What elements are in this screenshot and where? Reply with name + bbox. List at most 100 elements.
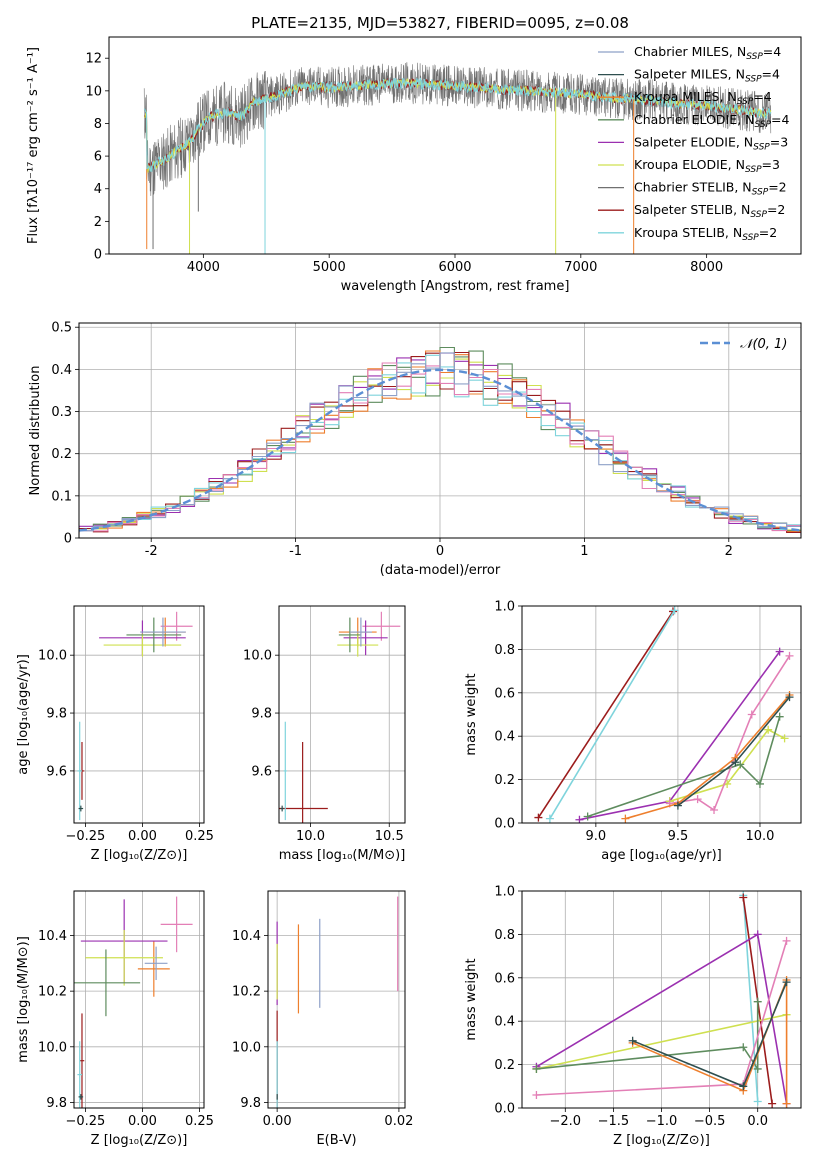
y-tick-label: 1.0 bbox=[494, 885, 515, 900]
observed-spectrum-line bbox=[143, 62, 772, 196]
legend-label: Chabrier ELODIE, N bbox=[634, 112, 754, 127]
x-tick-label: 8000 bbox=[690, 260, 723, 275]
legend-label: Kroupa STELIB, N bbox=[634, 225, 742, 240]
x-tick-label: 1 bbox=[580, 544, 588, 559]
weight-series-line bbox=[587, 716, 781, 818]
weight-plot-area bbox=[532, 891, 791, 1108]
y-tick-label: 9.8 bbox=[46, 1096, 67, 1111]
y-tick-label: 10.4 bbox=[232, 929, 261, 944]
x-tick-label: 9.0 bbox=[586, 829, 607, 844]
y-tick-label: 0.2 bbox=[494, 773, 515, 788]
errorbar-plot-area bbox=[77, 611, 193, 821]
errorbar-plot-area bbox=[279, 611, 401, 823]
x-tick-label: −0.25 bbox=[65, 1114, 105, 1129]
weight-point-marker bbox=[747, 710, 756, 719]
legend-label: Salpeter MILES, N bbox=[634, 67, 745, 82]
y-axis-label: Normed distribution bbox=[28, 366, 43, 496]
y-axis-label: mass [log₁₀(M/M⊙)] bbox=[16, 936, 31, 1063]
weight-point-marker bbox=[753, 997, 762, 1006]
x-axis-label: E(B-V) bbox=[316, 1133, 356, 1148]
legend-entry: 𝒩(0, 1) bbox=[740, 337, 787, 352]
errorbar-point bbox=[79, 1013, 85, 1108]
y-tick-label: 4 bbox=[94, 182, 102, 197]
x-axis-label: Z [log₁₀(Z/Z⊙)] bbox=[91, 848, 188, 863]
weight-point-marker bbox=[673, 801, 682, 810]
weight-point-marker bbox=[753, 1097, 762, 1106]
legend-entry: Kroupa ELODIE, NSSP=3 bbox=[634, 157, 780, 175]
legend-subscript: SSP bbox=[737, 97, 754, 107]
errorbar-point bbox=[74, 949, 141, 1017]
weight-point-marker bbox=[768, 1099, 777, 1108]
x-tick-label: 0 bbox=[436, 544, 444, 559]
errorbar-point bbox=[85, 929, 163, 986]
y-tick-label: 10.0 bbox=[243, 649, 272, 664]
weight-point-marker bbox=[775, 647, 784, 656]
weight-point-marker bbox=[739, 893, 748, 902]
y-tick-label: 0.4 bbox=[51, 363, 72, 378]
y-axis-label: mass weight bbox=[464, 958, 479, 1040]
weight-point-marker bbox=[753, 1064, 762, 1073]
x-tick-label: -2 bbox=[145, 544, 158, 559]
x-tick-label: 5000 bbox=[313, 260, 346, 275]
weight-point-marker bbox=[764, 725, 773, 734]
legend-subscript: SSP bbox=[753, 142, 770, 152]
legend-label: Kroupa MILES, N bbox=[634, 89, 737, 104]
x-tick-label: 10.5 bbox=[375, 829, 404, 844]
y-tick-label: 2 bbox=[94, 215, 102, 230]
axes-frame bbox=[78, 322, 802, 539]
y-axis-label: mass weight bbox=[464, 673, 479, 755]
legend-entry: Kroupa MILES, NSSP=4 bbox=[634, 89, 772, 107]
legend-count: =4 bbox=[771, 112, 789, 127]
legend-label: Chabrier STELIB, N bbox=[634, 180, 752, 195]
y-tick-label: 0.5 bbox=[51, 321, 72, 336]
legend-entry: Salpeter STELIB, NSSP=2 bbox=[634, 202, 785, 220]
weight-point-marker bbox=[782, 1099, 791, 1108]
y-tick-label: 0.2 bbox=[494, 1058, 515, 1073]
legend-subscript: SSP bbox=[745, 165, 762, 175]
errorbar-point bbox=[77, 721, 82, 821]
weight-series-line bbox=[669, 728, 785, 803]
weight-series-line bbox=[742, 895, 759, 1102]
legend-entry: Salpeter MILES, NSSP=4 bbox=[634, 67, 780, 85]
x-tick-label: 0.25 bbox=[185, 829, 214, 844]
errorbar-point bbox=[137, 941, 170, 997]
y-tick-label: 10.0 bbox=[38, 649, 67, 664]
x-tick-label: 2 bbox=[725, 544, 733, 559]
y-axis-label: Flux [fλ10⁻¹⁷ erg cm⁻² s⁻¹ A⁻¹] bbox=[26, 47, 41, 244]
errorbar-point bbox=[160, 896, 193, 953]
errorbar-plot-area bbox=[74, 896, 193, 1108]
x-tick-label: 9.5 bbox=[668, 829, 689, 844]
residual-histogram-panel: -2 -1 0 1 2 0 0.1 0.2 0.3 0.4 0.5 (data-model)/erro… bbox=[28, 321, 802, 578]
axes-frame bbox=[267, 890, 406, 1109]
weight-series-line bbox=[579, 651, 781, 821]
weight-point-marker bbox=[532, 1090, 541, 1099]
weight-point-marker bbox=[782, 978, 791, 987]
x-tick-label: 0.02 bbox=[384, 1114, 413, 1129]
weight-series-line bbox=[536, 1013, 787, 1070]
axes-frame bbox=[73, 890, 205, 1109]
y-tick-label: 10 bbox=[85, 84, 102, 99]
y-tick-label: 10.4 bbox=[38, 929, 67, 944]
x-axis-label: Z [log₁₀(Z/Z⊙)] bbox=[613, 1133, 710, 1148]
weight-point-marker bbox=[785, 693, 794, 702]
weight-point-marker bbox=[775, 712, 784, 721]
x-axis-label: (data-model)/error bbox=[380, 563, 501, 578]
legend-entry: Chabrier ELODIE, NSSP=4 bbox=[634, 112, 789, 130]
figure-title: PLATE=2135, MJD=53827, FIBERID=0095, z=0… bbox=[251, 14, 629, 32]
legend-entry: Kroupa STELIB, NSSP=2 bbox=[634, 225, 777, 243]
y-tick-label: 9.8 bbox=[251, 707, 272, 722]
weight-plot-area bbox=[534, 606, 794, 823]
y-tick-label: 10.0 bbox=[38, 1040, 67, 1055]
x-tick-label: 0.00 bbox=[128, 829, 157, 844]
x-tick-label: 4000 bbox=[187, 260, 220, 275]
legend-entry: Chabrier STELIB, NSSP=2 bbox=[634, 180, 787, 198]
weight-point-marker bbox=[575, 815, 584, 823]
legend-label: Chabrier MILES, N bbox=[634, 44, 746, 59]
weight-point-marker bbox=[753, 930, 762, 939]
axes-frame bbox=[521, 890, 802, 1109]
weight-point-marker bbox=[710, 805, 719, 814]
legend-subscript: SSP bbox=[742, 233, 759, 243]
y-tick-label: 10.2 bbox=[232, 985, 261, 1000]
